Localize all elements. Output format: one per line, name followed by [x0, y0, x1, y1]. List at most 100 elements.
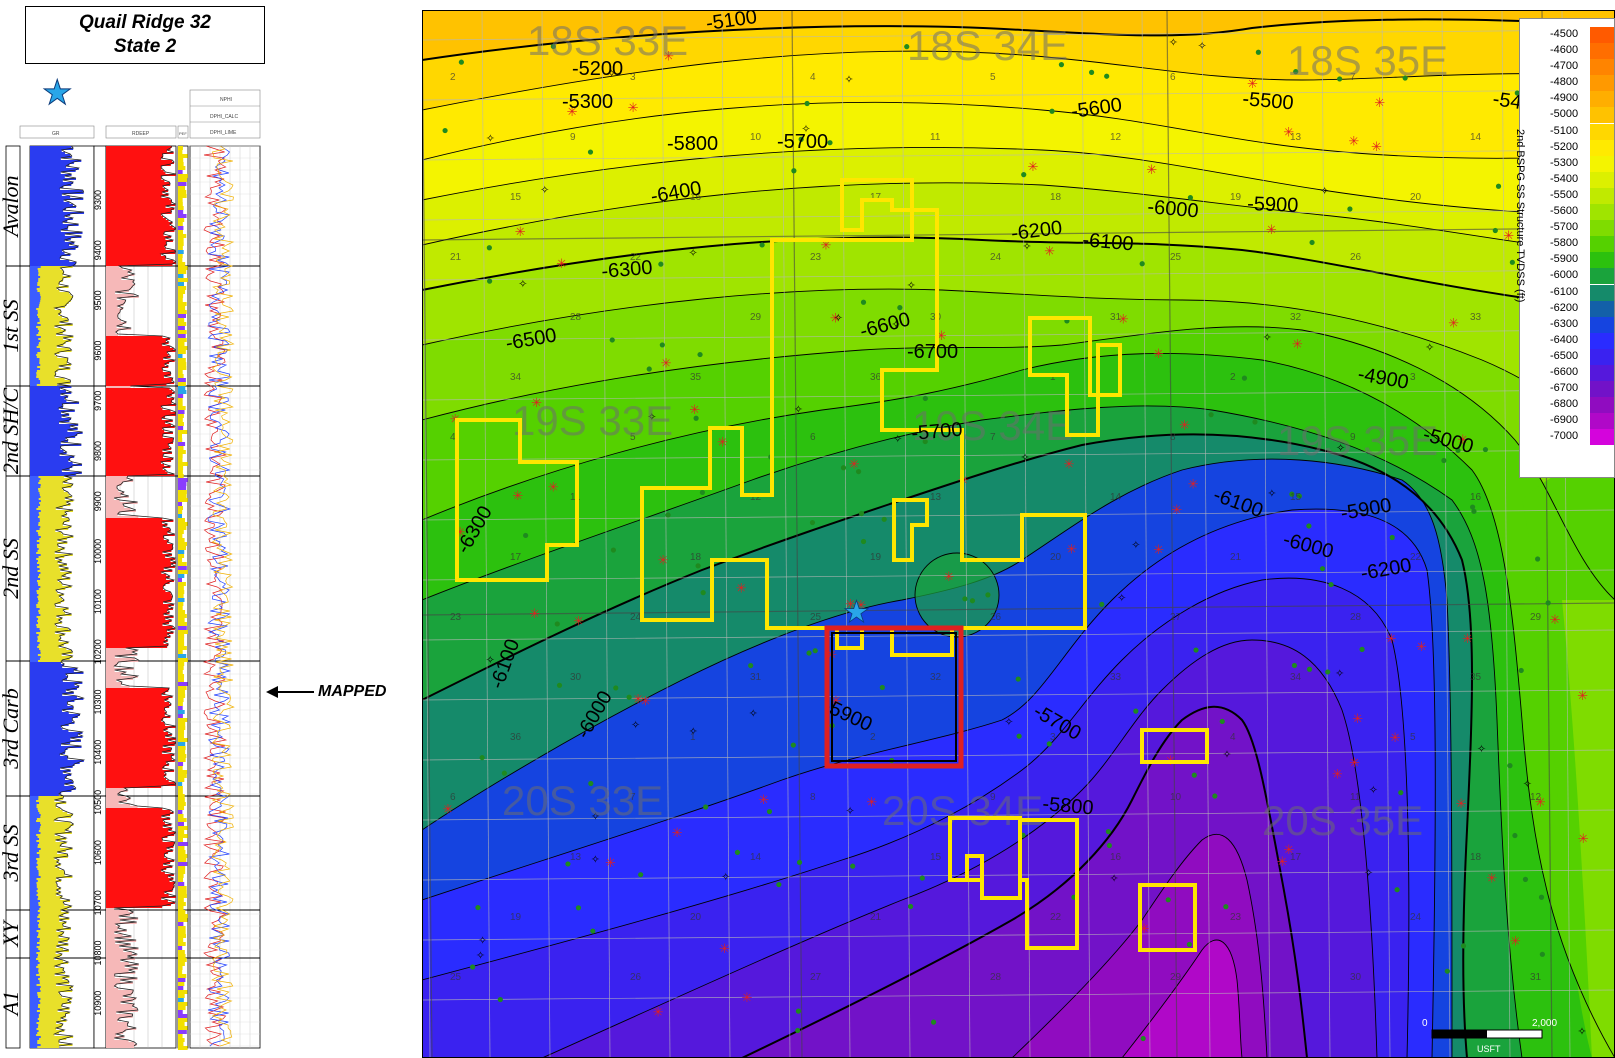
oil-well-icon [804, 100, 810, 107]
lease-outline [1138, 883, 1197, 952]
section-number: 13 [1290, 132, 1302, 143]
gas-well-icon: ✳ [830, 311, 841, 326]
oil-well-icon [1538, 894, 1545, 900]
legend-label: -6200 [1550, 301, 1579, 314]
legend-entry: -5700 [1550, 220, 1614, 237]
scale-end: 2,000 [1532, 1018, 1557, 1029]
contour-line [422, 182, 1615, 256]
section-number: 5 [1410, 732, 1416, 743]
oil-well-icon [1507, 763, 1513, 769]
oil-well-icon [550, 43, 556, 50]
oil-well-icon [475, 904, 481, 911]
section-number: 17 [1290, 852, 1302, 863]
oil-well-icon [693, 415, 699, 421]
dry-hole-icon: ✧ [1364, 868, 1373, 880]
oil-well-icon [588, 780, 594, 787]
section-number: 3 [1410, 372, 1416, 383]
gas-well-icon: ✳ [1153, 542, 1164, 557]
section-number: 21 [450, 252, 462, 263]
color-bands [422, 10, 1615, 1058]
depth-label: 9600 [93, 341, 103, 361]
lease-outline [640, 208, 1087, 630]
gas-well-icon: ✳ [567, 104, 578, 119]
dry-hole-icon: ✧ [1320, 186, 1329, 198]
dry-hole-icon: ✧ [1020, 452, 1029, 464]
contour-line [422, 508, 1436, 1058]
gas-well-icon: ✳ [661, 355, 672, 370]
section-number: 6 [810, 432, 816, 443]
oil-well-icon [626, 694, 632, 700]
gas-well-icon: ✳ [820, 238, 831, 253]
section-number: 11 [1350, 792, 1361, 803]
oil-well-icon [1140, 1035, 1146, 1042]
arrow-shaft [268, 691, 314, 693]
section-number: 36 [510, 732, 522, 743]
legend-entry: -6100 [1550, 284, 1614, 301]
section-number: 13 [930, 492, 942, 503]
legend-label: -4900 [1550, 92, 1579, 105]
dry-hole-icon: ✧ [1004, 717, 1013, 729]
legend-label: -6500 [1550, 349, 1579, 362]
oil-well-icon [1471, 508, 1477, 514]
legend-entry: -6300 [1550, 316, 1614, 333]
dry-hole-icon: ✧ [1109, 873, 1118, 885]
oil-well-icon [565, 861, 571, 867]
legend-swatch [1590, 91, 1614, 108]
legend-entry: -4500 [1550, 27, 1614, 43]
contour-label: -5200 [572, 58, 623, 80]
depth-label: 10800 [93, 940, 103, 965]
legend-label: -6900 [1550, 414, 1579, 427]
oil-well-icon [700, 590, 706, 596]
township-labels: 18S 33E 18S 34E 18S 35E 19S 33E 19S 34E 19S 3… [502, 17, 1448, 844]
oil-well-icon [897, 305, 903, 311]
section-number: 35 [690, 372, 702, 383]
section-number: 17 [510, 552, 522, 563]
legend-entry: -4700 [1550, 59, 1614, 76]
lease-outline [892, 498, 929, 562]
gas-well-icon: ✳ [653, 1004, 664, 1019]
section-number: 31 [750, 672, 762, 683]
oil-well-icon [575, 905, 582, 911]
section-number: 12 [1530, 792, 1542, 803]
gas-well-icon: ✳ [1503, 228, 1514, 243]
gas-well-icon: ✳ [663, 48, 674, 63]
section-number: 25 [1170, 252, 1182, 263]
gas-well-icon: ✳ [1044, 244, 1055, 259]
oil-well-icon [1021, 172, 1027, 178]
section-number: 20 [690, 912, 702, 923]
section-number: 21 [870, 912, 882, 923]
structure-map: ✳✳✳✳✳✧✳✳✳✧✳✧✳✳✧✳✧✳✳✳✧✳✳✧✧✳✳✳✳✧✳✳✳✧✳✳✧✳✧✳… [422, 10, 1615, 1058]
section-number: 7 [990, 432, 996, 443]
oil-well-icon [587, 149, 594, 155]
oil-well-icon [806, 650, 812, 656]
section-number: 1 [1050, 372, 1056, 383]
contour-line [422, 50, 1615, 111]
oil-well-icon [1306, 523, 1312, 529]
well-title-box: Quail Ridge 32 State 2 [25, 6, 265, 64]
gas-well-icon: ✳ [831, 693, 842, 708]
oil-well-icon [1482, 446, 1489, 453]
oil-well-icon [858, 510, 865, 517]
township-label: 18S 34E [907, 22, 1068, 69]
oil-well-icon [881, 516, 887, 522]
header-rdeep: RDEEP [132, 131, 150, 137]
section-number: 8 [810, 792, 816, 803]
dry-hole-icon: ✧ [1169, 37, 1178, 49]
dry-hole-icon: ✧ [1336, 443, 1345, 455]
section-number: 30 [1350, 972, 1362, 983]
legend-swatch [1590, 107, 1614, 124]
oil-well-icon [1252, 419, 1258, 425]
oil-well-icon [554, 621, 560, 627]
gas-well-icon: ✳ [529, 606, 540, 621]
gas-well-icon: ✳ [515, 224, 526, 239]
contour-line [422, 147, 1615, 216]
section-grid [422, 10, 1615, 1058]
scale-zero: 0 [1422, 1018, 1428, 1029]
legend-label: -5000 [1550, 108, 1579, 121]
section-number: 31 [1110, 312, 1122, 323]
legend-entry: -6000 [1550, 268, 1614, 285]
legend-title: 2nd BSPG SS Structure TVDSS (ft) [1514, 129, 1526, 303]
legend-entry: -5600 [1550, 204, 1614, 221]
section-number: 12 [1110, 132, 1122, 143]
dry-hole-icon: ✧ [486, 133, 495, 145]
